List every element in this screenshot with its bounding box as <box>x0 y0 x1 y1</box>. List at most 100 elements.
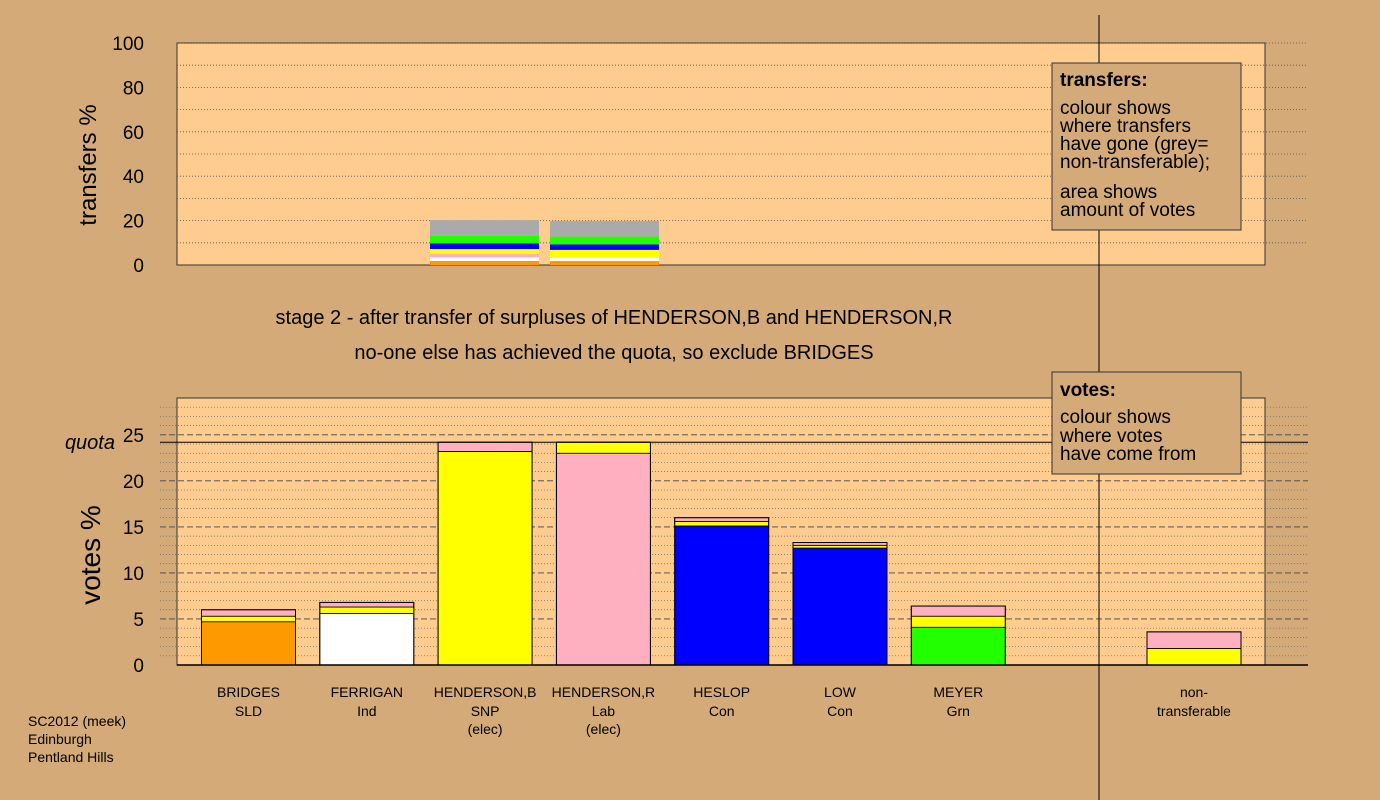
candidate-name: HENDERSON,R <box>552 684 655 700</box>
vote-segment <box>437 450 533 666</box>
candidate-party: Con <box>709 703 735 719</box>
candidate-bar <box>201 609 296 666</box>
election-council: Edinburgh <box>28 731 92 747</box>
vote-segment <box>319 606 415 614</box>
vote-segment <box>556 441 651 454</box>
candidate-name: FERRIGAN <box>331 684 403 700</box>
transfer-segment <box>550 221 659 237</box>
transfer-segment <box>430 257 539 262</box>
votes-y-ticks: 0 5 10 15 20 25 <box>123 426 144 677</box>
candidate-bar <box>319 601 415 666</box>
vote-segment <box>674 520 770 527</box>
votes-bars <box>201 441 1242 666</box>
candidate-name: HENDERSON,B <box>434 684 537 700</box>
vote-segment <box>910 615 1006 628</box>
transfer-segment <box>430 253 539 258</box>
candidate-bar <box>674 517 770 666</box>
y-tick-label: 10 <box>123 564 144 585</box>
vote-segment <box>201 609 296 617</box>
y-tick-label: 0 <box>133 656 144 677</box>
transfer-segment <box>550 257 659 262</box>
votes-legend-line: colour shows <box>1060 407 1171 428</box>
vote-segment <box>437 441 533 452</box>
transfers-legend-line: area shows <box>1060 182 1157 203</box>
candidate-name: LOW <box>824 684 857 700</box>
transfers-y-ticks: 0 20 40 60 80 100 <box>112 34 144 277</box>
transfer-segment <box>430 243 539 250</box>
candidate-party: Grn <box>947 703 970 719</box>
votes-legend: votes: colour shows where votes have com… <box>1051 371 1242 475</box>
transfers-bars <box>430 220 659 265</box>
transfers-legend-title: transfers: <box>1060 70 1148 91</box>
vote-segment <box>674 517 770 522</box>
candidate-party: Con <box>827 703 853 719</box>
non-transferable-label: transferable <box>1157 703 1231 719</box>
non-transferable-bar <box>1146 631 1242 666</box>
election-system: SC2012 (meek) <box>28 713 126 729</box>
y-tick-label: 100 <box>112 34 144 55</box>
candidate-bar <box>910 605 1006 666</box>
transfers-legend-box <box>1051 62 1242 231</box>
y-tick-label: 20 <box>123 472 144 493</box>
votes-chart: 0 5 10 15 20 25 quota BRIDGES SLD FERRIGAN Ind HE… <box>65 397 1308 737</box>
vote-segment <box>1146 631 1242 649</box>
y-tick-label: 60 <box>123 123 144 144</box>
vote-segment <box>319 601 415 608</box>
y-tick-label: 80 <box>123 78 144 99</box>
election-info: SC2012 (meek) Edinburgh Pentland Hills <box>28 713 126 765</box>
candidate-elected-status: (elec) <box>586 721 621 737</box>
vote-segment <box>201 621 296 666</box>
non-transferable-label: non- <box>1180 684 1208 700</box>
transfers-legend: transfers: colour shows where transfers … <box>1051 62 1242 231</box>
stage-description: stage 2 - after transfer of surpluses of… <box>276 307 953 329</box>
transfer-segment <box>430 235 539 244</box>
votes-y-axis-label: votes % <box>75 505 106 605</box>
transfers-legend-line: where transfers <box>1059 116 1191 137</box>
transfers-y-axis-label: transfers % <box>75 104 102 225</box>
candidate-name: HESLOP <box>693 684 750 700</box>
transfer-segment <box>430 249 539 254</box>
transfer-segment <box>550 249 659 258</box>
votes-legend-line: where votes <box>1059 426 1162 447</box>
votes-legend-box <box>1051 371 1242 475</box>
transfers-legend-line: non-transferable); <box>1060 152 1210 173</box>
quota-label: quota <box>65 432 115 454</box>
transfers-legend-line: have gone (grey= <box>1060 134 1208 155</box>
candidate-bar <box>792 542 888 666</box>
candidate-bar <box>437 441 533 666</box>
candidate-name: BRIDGES <box>217 684 280 700</box>
vote-segment <box>1146 648 1242 666</box>
y-tick-label: 20 <box>123 212 144 233</box>
vote-segment <box>910 605 1006 617</box>
votes-legend-title: votes: <box>1060 380 1116 401</box>
transfer-segment <box>430 261 539 265</box>
y-tick-label: 15 <box>123 518 144 539</box>
votes-legend-line: have come from <box>1060 444 1196 465</box>
candidate-party: SNP <box>471 703 500 719</box>
vote-segment <box>201 615 296 623</box>
candidate-elected-status: (elec) <box>468 721 503 737</box>
transfer-segment <box>550 236 659 245</box>
transfer-bar <box>550 221 659 265</box>
candidate-party: SLD <box>235 703 262 719</box>
vote-segment <box>674 525 770 666</box>
y-tick-label: 0 <box>133 256 144 277</box>
candidate-party: Lab <box>592 703 616 719</box>
candidate-labels: BRIDGES SLD FERRIGAN Ind HENDERSON,B SNP (elec… <box>217 684 1231 737</box>
transfer-segment <box>550 261 659 265</box>
vote-segment <box>910 626 1006 666</box>
y-tick-label: 5 <box>133 610 144 631</box>
vote-segment <box>319 613 415 666</box>
transfers-legend-line: amount of votes <box>1060 200 1195 221</box>
transfer-bar <box>430 220 539 265</box>
vote-segment <box>792 544 888 549</box>
candidate-name: MEYER <box>933 684 983 700</box>
vote-segment <box>792 547 888 666</box>
transfer-segment <box>550 244 659 250</box>
candidate-bar <box>555 441 651 666</box>
vote-segment <box>556 452 651 666</box>
y-tick-label: 40 <box>123 167 144 188</box>
y-tick-label: 25 <box>123 426 144 447</box>
transfer-segment <box>430 220 539 236</box>
